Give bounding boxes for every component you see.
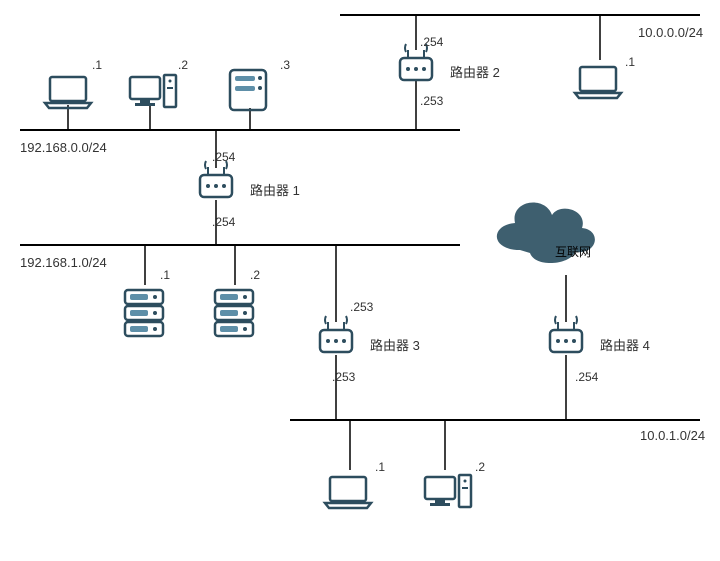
text-label: .254 <box>575 370 598 384</box>
server-racks-icon <box>125 290 163 336</box>
text-label: .2 <box>178 58 188 72</box>
subnet-label: 192.168.1.0/24 <box>20 255 107 270</box>
router-label: 路由器 1 <box>250 180 300 199</box>
server-racks-icon <box>215 290 253 336</box>
server-icon <box>230 70 266 110</box>
subnet-label: 192.168.0.0/24 <box>20 140 107 155</box>
desktop-icon <box>425 475 471 507</box>
text-label: .254 <box>212 215 235 229</box>
text-label: .3 <box>280 58 290 72</box>
router-label: 路由器 3 <box>370 335 420 354</box>
laptop-icon <box>575 67 621 98</box>
text-label: .2 <box>250 268 260 282</box>
text-label: .1 <box>92 58 102 72</box>
network-diagram-canvas <box>0 0 720 561</box>
laptop-icon <box>325 477 371 508</box>
text-label: .1 <box>375 460 385 474</box>
text-label: .254 <box>212 150 235 164</box>
text-label: .1 <box>160 268 170 282</box>
text-label: .253 <box>332 370 355 384</box>
subnet-label: 10.0.1.0/24 <box>640 428 705 443</box>
text-label: .253 <box>420 94 443 108</box>
text-label: .1 <box>625 55 635 69</box>
text-label: .254 <box>420 35 443 49</box>
desktop-icon <box>130 75 176 107</box>
router-label: 路由器 4 <box>600 335 650 354</box>
text-label: .2 <box>475 460 485 474</box>
laptop-icon <box>45 77 91 108</box>
cloud-label: 互联网 <box>555 243 591 260</box>
subnet-label: 10.0.0.0/24 <box>638 25 703 40</box>
text-label: .253 <box>350 300 373 314</box>
router-label: 路由器 2 <box>450 62 500 81</box>
